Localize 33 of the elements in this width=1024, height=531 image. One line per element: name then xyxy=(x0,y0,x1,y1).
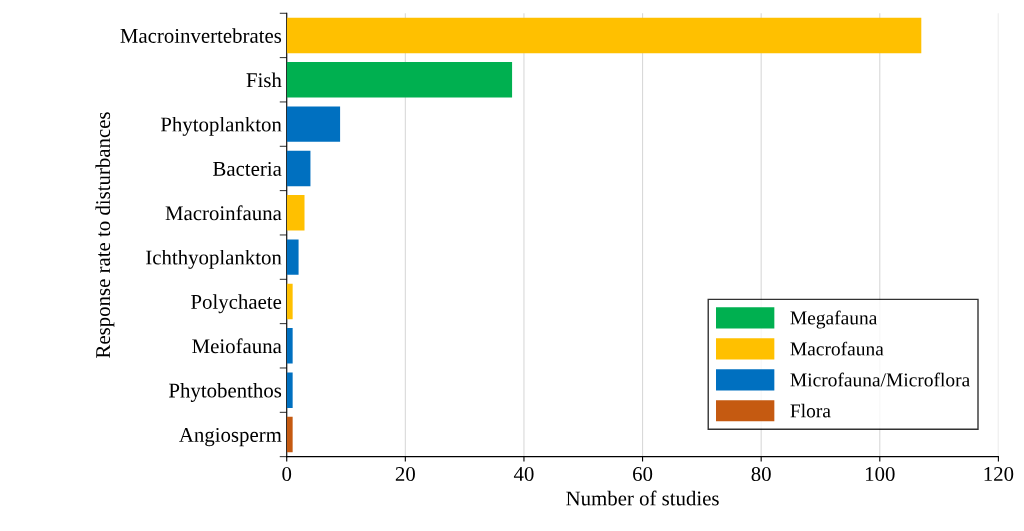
bar xyxy=(286,328,293,364)
x-tick-label: 100 xyxy=(865,466,895,482)
y-tick-label: Macroinvertebrates xyxy=(120,28,282,43)
x-tick-label: 80 xyxy=(751,466,771,482)
bar xyxy=(286,372,293,408)
bar xyxy=(286,416,293,453)
y-tick-label: Fish xyxy=(246,72,282,88)
x-tick-label: 40 xyxy=(513,466,534,482)
bar xyxy=(286,17,922,54)
x-tick-label: 0 xyxy=(282,466,292,482)
y-tick-label: Bacteria xyxy=(213,161,282,176)
y-tick-label: Polychaete xyxy=(191,294,282,314)
bar xyxy=(286,150,311,187)
bar xyxy=(286,195,305,231)
x-tick-label: 120 xyxy=(984,466,1014,482)
legend-label: Macrofauna xyxy=(790,341,884,356)
legend-label: Megafauna xyxy=(790,310,878,329)
bar xyxy=(286,106,341,142)
x-tick-label: 20 xyxy=(395,466,415,482)
x-axis-title: Number of studies xyxy=(566,490,719,506)
y-tick-label: Angiosperm xyxy=(179,427,282,447)
bar xyxy=(286,239,299,275)
y-tick-label: Meiofauna xyxy=(192,338,282,354)
x-tick-label: 60 xyxy=(633,466,653,482)
legend-label: Flora xyxy=(790,403,831,418)
y-tick-label: Phytoplankton xyxy=(160,116,282,136)
y-tick-label: Ichthyoplankton xyxy=(146,249,282,269)
y-axis-title: Response rate to disturbances xyxy=(95,112,115,358)
legend-label: Microfauna/Microflora xyxy=(790,372,970,387)
y-tick-label: Macroinfauna xyxy=(165,205,282,221)
bar xyxy=(286,283,293,320)
bar xyxy=(286,62,513,98)
y-tick-label: Phytobenthos xyxy=(169,382,282,402)
